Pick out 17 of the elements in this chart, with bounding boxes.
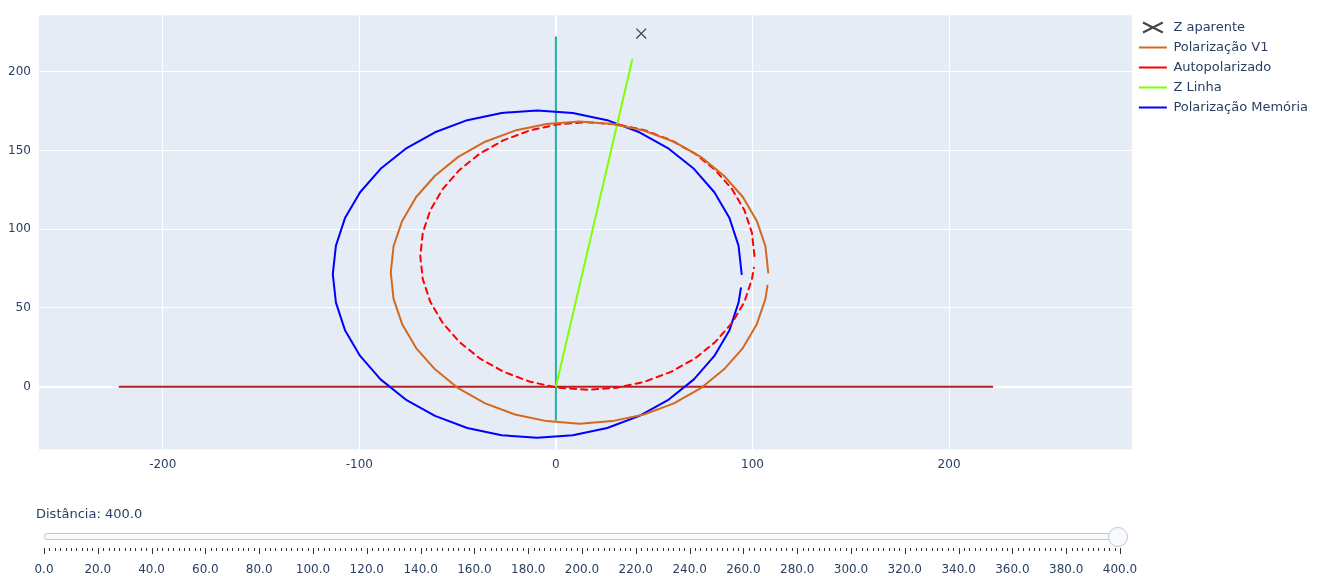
y-tick-label: 200 [8, 63, 31, 78]
y-tick-label: 0 [23, 378, 31, 393]
x-tick-label: -200 [149, 456, 177, 471]
y-tick-label: 100 [8, 221, 31, 236]
legend-label: Z aparente [1173, 18, 1246, 34]
slider: Distância: 400.0 0.0 20.0 40.0 60.0 80.0 100.0 120.0 140.0 160.0 180.0 200.0 220.0 240.0 260.0 280.0 300.0 320.0 340.0 360.0 380.0 400.0 [33, 505, 1139, 576]
legend-label: Polarização V1 [1173, 38, 1269, 54]
x-tick-label: 100 [741, 456, 764, 471]
x-tick-label: 200 [937, 456, 961, 471]
y-tick-label: 50 [15, 300, 31, 315]
y-tick-label: 150 [8, 142, 31, 157]
legend-label: Autopolarizado [1173, 58, 1272, 74]
x-tick-label: -100 [345, 456, 373, 471]
line-series [419, 121, 756, 391]
legend-label: Z Linha [1173, 78, 1222, 94]
legend-label: Polarização Memória [1173, 98, 1308, 114]
x-tick-label: 0 [552, 456, 560, 471]
